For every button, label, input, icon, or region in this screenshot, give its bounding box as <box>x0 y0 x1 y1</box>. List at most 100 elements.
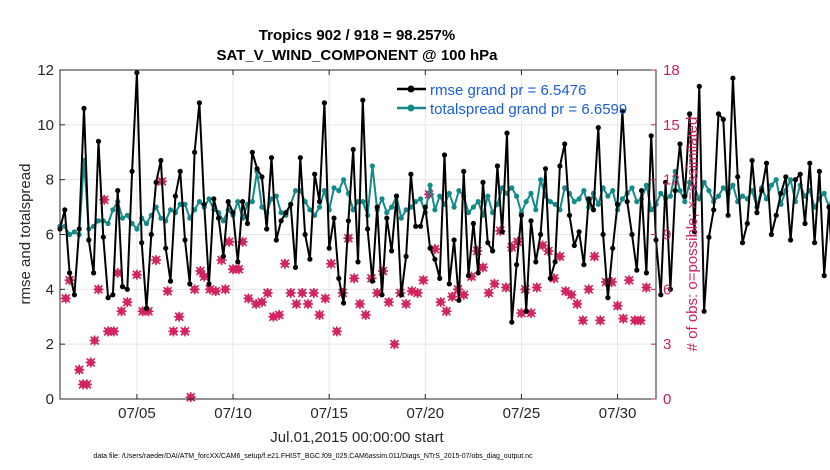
obs-assimilated-marker <box>256 297 267 308</box>
obs-assimilated-marker <box>320 293 331 304</box>
rmse-point <box>427 245 433 251</box>
totalspread-point <box>509 185 515 191</box>
obs-assimilated-marker <box>447 291 458 302</box>
totalspread-point <box>105 220 111 227</box>
rmse-point <box>182 237 188 243</box>
obs-assimilated-marker <box>314 309 325 320</box>
obs-assimilated-marker <box>185 392 196 403</box>
obs-assimilated-marker <box>179 326 190 337</box>
obs-assimilated-marker <box>162 286 173 297</box>
totalspread-point <box>143 220 150 227</box>
obs-assimilated-marker <box>435 297 446 308</box>
chart-title: Tropics 902 / 918 = 98.257% <box>259 27 455 44</box>
rmse-point <box>158 157 164 164</box>
totalspread-point <box>321 188 327 194</box>
rmse-point <box>163 245 169 251</box>
obs-assimilated-marker <box>635 315 646 326</box>
totalspread-point <box>432 207 438 213</box>
rmse-point <box>490 248 496 254</box>
rmse-point <box>792 177 799 183</box>
rmse-point <box>667 286 674 292</box>
rmse-point <box>360 97 366 103</box>
obs-assimilated-marker <box>168 326 179 337</box>
legend-rmse-marker <box>407 85 415 93</box>
x-tick-label: 07/25 <box>503 405 541 422</box>
rmse-point <box>206 281 212 287</box>
rmse-point <box>403 253 409 259</box>
obs-assimilated-marker <box>354 298 365 309</box>
x-tick-label: 07/10 <box>214 405 252 422</box>
rmse-point <box>677 141 683 147</box>
totalspread-point <box>446 190 452 196</box>
y-tick-label-right: 15 <box>663 117 680 134</box>
rmse-point <box>119 284 126 290</box>
rmse-point <box>67 270 73 276</box>
y-tick-label-left: 8 <box>46 172 54 189</box>
rmse-point <box>711 207 717 213</box>
totalspread-point <box>398 215 404 221</box>
totalspread-point <box>268 196 275 202</box>
rmse-point <box>816 168 823 174</box>
rmse-point <box>725 212 731 218</box>
rmse-point <box>321 100 327 106</box>
rmse-point <box>778 190 784 196</box>
obs-assimilated-marker <box>210 286 221 297</box>
rmse-point <box>288 201 294 207</box>
obs-assimilated-marker <box>360 309 371 320</box>
totalspread-point <box>437 193 443 199</box>
y-tick-label-right: 12 <box>663 172 680 189</box>
rmse-point <box>735 174 741 180</box>
rmse-point <box>148 231 154 238</box>
totalspread-point <box>475 199 481 205</box>
rmse-point <box>167 278 174 284</box>
rmse-point <box>124 286 130 292</box>
obs-assimilated-marker <box>297 287 308 298</box>
obs-assimilated-marker <box>489 278 500 289</box>
obs-assimilated-marker <box>618 313 629 324</box>
rmse-point <box>763 160 770 166</box>
obs-assimilated-marker <box>326 258 337 269</box>
rmse-point <box>432 256 438 262</box>
rmse-point <box>105 295 111 301</box>
rmse-point <box>754 210 760 216</box>
obs-assimilated-marker <box>554 251 565 262</box>
rmse-point <box>634 267 640 273</box>
y-tick-label-left: 0 <box>46 391 54 408</box>
obs-assimilated-marker <box>224 236 235 247</box>
rmse-point <box>115 188 121 194</box>
rmse-point <box>220 253 226 259</box>
rmse-point <box>595 125 601 131</box>
y-axis-label-left: rmse and totalspread <box>17 164 34 305</box>
totalspread-point <box>292 188 299 194</box>
obs-assimilated-marker <box>199 271 210 282</box>
rmse-point <box>663 179 669 185</box>
rmse-point <box>797 171 803 177</box>
data-file-footer: data file: /Users/raeder/DAI/ATM_forcXX/… <box>93 453 533 460</box>
rmse-point <box>528 218 534 224</box>
rmse-point <box>768 231 775 238</box>
y-tick-label-left: 12 <box>37 62 54 79</box>
totalspread-point <box>682 199 688 205</box>
rmse-point <box>730 75 736 81</box>
totalspread-point <box>67 231 73 238</box>
x-axis-label: Jul.01,2015 00:00:00 start <box>270 429 444 446</box>
rmse-point <box>788 237 794 243</box>
totalspread-point <box>581 188 587 194</box>
totalspread-point <box>571 199 577 205</box>
obs-assimilated-marker <box>74 364 85 375</box>
totalspread-point <box>95 218 102 224</box>
totalspread-point <box>403 207 409 213</box>
totalspread-point <box>187 215 193 221</box>
totalspread-point <box>389 204 395 210</box>
obs-assimilated-marker <box>566 289 577 300</box>
rmse-point <box>639 188 645 194</box>
totalspread-point <box>634 199 640 205</box>
totalspread-point <box>706 188 712 194</box>
axis-ticks: 07/05 07/10 07/15 07/20 07/25 07/30 0 2 4 6 8 10 12 0… <box>37 62 679 422</box>
rmse-point <box>773 212 779 218</box>
obs-assimilated-marker <box>291 298 302 309</box>
obs-assimilated-marker <box>262 287 273 298</box>
rmse-point <box>139 240 145 246</box>
rmse-point <box>643 270 650 276</box>
totalspread-point <box>307 207 313 213</box>
